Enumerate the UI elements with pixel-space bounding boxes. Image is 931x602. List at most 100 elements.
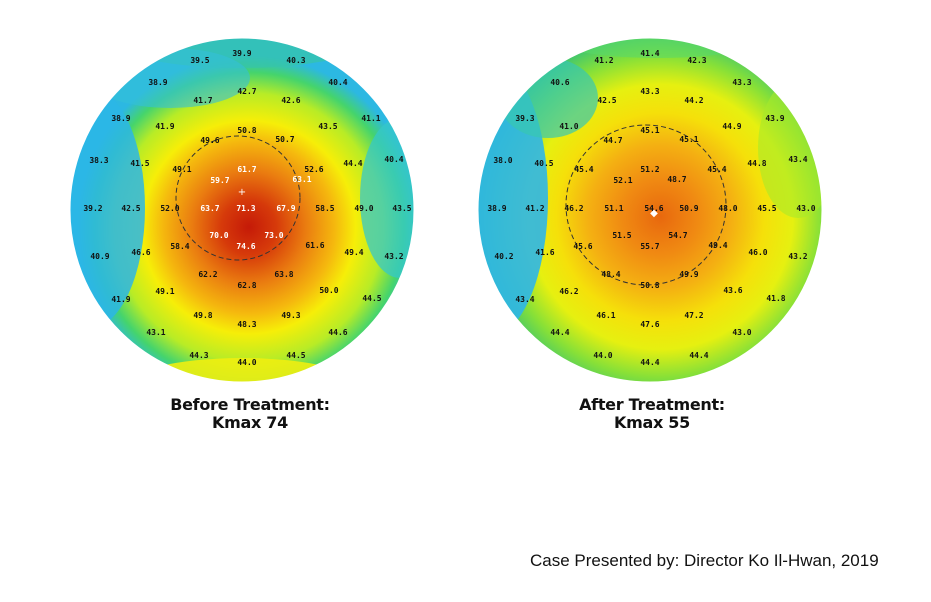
curvature-value: 39.5 xyxy=(190,56,209,65)
curvature-value: 50.9 xyxy=(679,204,698,213)
curvature-value: 52.0 xyxy=(160,204,179,213)
curvature-value: 43.4 xyxy=(515,295,534,304)
curvature-value: 44.7 xyxy=(603,136,622,145)
curvature-value: 47.2 xyxy=(684,311,703,320)
curvature-value: 50.8 xyxy=(237,126,256,135)
caption-before-line1: Before Treatment: xyxy=(170,395,330,414)
curvature-value: 43.6 xyxy=(723,286,742,295)
curvature-value: 49.1 xyxy=(155,287,174,296)
curvature-value: 51.2 xyxy=(640,165,659,174)
curvature-value: 46.2 xyxy=(559,287,578,296)
curvature-value: 45.6 xyxy=(573,242,592,251)
curvature-value: 49.9 xyxy=(679,270,698,279)
curvature-value: 73.0 xyxy=(264,231,283,240)
topography-map-before: + 39.9 39.5 40.3 38.9 40.4 42.7 41.7 42.6 38.9 41… xyxy=(70,38,414,382)
curvature-value: 55.7 xyxy=(640,242,659,251)
caption-after-line1: After Treatment: xyxy=(579,395,725,414)
curvature-value: 39.3 xyxy=(515,114,534,123)
curvature-value: 44.9 xyxy=(722,122,741,131)
curvature-value: 44.4 xyxy=(343,159,362,168)
curvature-value: 61.6 xyxy=(305,241,324,250)
curvature-value: 45.1 xyxy=(640,126,659,135)
before-map-svg: + 39.9 39.5 40.3 38.9 40.4 42.7 41.7 42.6 38.9 41… xyxy=(70,38,414,382)
caption-after: After Treatment: Kmax 55 xyxy=(522,396,782,432)
curvature-value: 44.4 xyxy=(640,358,659,367)
curvature-value: 49.3 xyxy=(281,311,300,320)
curvature-value: 51.1 xyxy=(604,204,623,213)
curvature-value: 40.9 xyxy=(90,252,109,261)
curvature-value: 71.3 xyxy=(236,204,255,213)
curvature-value: 38.9 xyxy=(111,114,130,123)
curvature-value: 52.1 xyxy=(613,176,632,185)
curvature-value: 38.9 xyxy=(148,78,167,87)
caption-after-line2: Kmax 55 xyxy=(614,413,690,432)
curvature-value: 63.8 xyxy=(274,270,293,279)
curvature-value: 74.6 xyxy=(236,242,255,251)
curvature-value: 39.2 xyxy=(83,204,102,213)
curvature-value: 51.5 xyxy=(612,231,631,240)
curvature-value: 43.3 xyxy=(640,87,659,96)
curvature-value: 43.2 xyxy=(384,252,403,261)
before-values: 39.9 39.5 40.3 38.9 40.4 42.7 41.7 42.6 38.9 41.9… xyxy=(83,49,411,367)
curvature-value: 41.9 xyxy=(111,295,130,304)
curvature-value: 42.7 xyxy=(237,87,256,96)
curvature-value: 67.9 xyxy=(276,204,295,213)
curvature-value: 45.4 xyxy=(707,165,726,174)
pupil-outline xyxy=(175,135,301,261)
curvature-value: 40.4 xyxy=(384,155,403,164)
curvature-value: 41.1 xyxy=(361,114,380,123)
curvature-value: 50.8 xyxy=(640,281,659,290)
curvature-value: 38.3 xyxy=(89,156,108,165)
curvature-value: 42.5 xyxy=(121,204,140,213)
curvature-value: 61.7 xyxy=(237,165,256,174)
curvature-value: 48.3 xyxy=(237,320,256,329)
curvature-value: 44.0 xyxy=(593,351,612,360)
curvature-value: 46.1 xyxy=(596,311,615,320)
curvature-value: 40.4 xyxy=(328,78,347,87)
curvature-value: 45.5 xyxy=(757,204,776,213)
curvature-value: 63.1 xyxy=(292,175,311,184)
curvature-value: 43.5 xyxy=(318,122,337,131)
curvature-value: 42.6 xyxy=(281,96,300,105)
curvature-value: 44.5 xyxy=(286,351,305,360)
curvature-value: 42.3 xyxy=(687,56,706,65)
curvature-value: 43.2 xyxy=(788,252,807,261)
curvature-value: 42.5 xyxy=(597,96,616,105)
curvature-value: 50.7 xyxy=(275,135,294,144)
curvature-value: 49.0 xyxy=(354,204,373,213)
curvature-value: 44.4 xyxy=(689,351,708,360)
curvature-value: 41.7 xyxy=(193,96,212,105)
center-marker-icon: + xyxy=(238,187,246,198)
curvature-value: 38.0 xyxy=(493,156,512,165)
curvature-value: 46.2 xyxy=(564,204,583,213)
curvature-value: 41.0 xyxy=(559,122,578,131)
curvature-value: 49.4 xyxy=(708,241,727,250)
center-marker-icon: ◆ xyxy=(650,208,658,219)
curvature-value: 50.0 xyxy=(319,286,338,295)
curvature-value: 54.6 xyxy=(644,204,663,213)
curvature-value: 46.0 xyxy=(748,248,767,257)
curvature-value: 58.4 xyxy=(170,242,189,251)
pupil-outline xyxy=(565,124,727,286)
curvature-value: 44.5 xyxy=(362,294,381,303)
curvature-value: 45.1 xyxy=(679,135,698,144)
curvature-value: 48.7 xyxy=(667,175,686,184)
curvature-value: 59.7 xyxy=(210,176,229,185)
caption-before: Before Treatment: Kmax 74 xyxy=(120,396,380,432)
curvature-value: 45.4 xyxy=(574,165,593,174)
curvature-value: 43.1 xyxy=(146,328,165,337)
curvature-value: 43.4 xyxy=(788,155,807,164)
curvature-value: 43.5 xyxy=(392,204,411,213)
curvature-value: 40.5 xyxy=(534,159,553,168)
curvature-value: 70.0 xyxy=(209,231,228,240)
curvature-value: 41.2 xyxy=(525,204,544,213)
curvature-value: 40.2 xyxy=(494,252,513,261)
curvature-value: 44.2 xyxy=(684,96,703,105)
curvature-value: 43.3 xyxy=(732,78,751,87)
after-values: 41.4 41.2 42.3 40.6 43.3 43.3 42.5 44.2 39.3 41.0… xyxy=(487,49,815,367)
curvature-value: 41.6 xyxy=(535,248,554,257)
curvature-value: 43.0 xyxy=(732,328,751,337)
curvature-value: 44.3 xyxy=(189,351,208,360)
curvature-value: 48.4 xyxy=(601,270,620,279)
curvature-value: 41.2 xyxy=(594,56,613,65)
